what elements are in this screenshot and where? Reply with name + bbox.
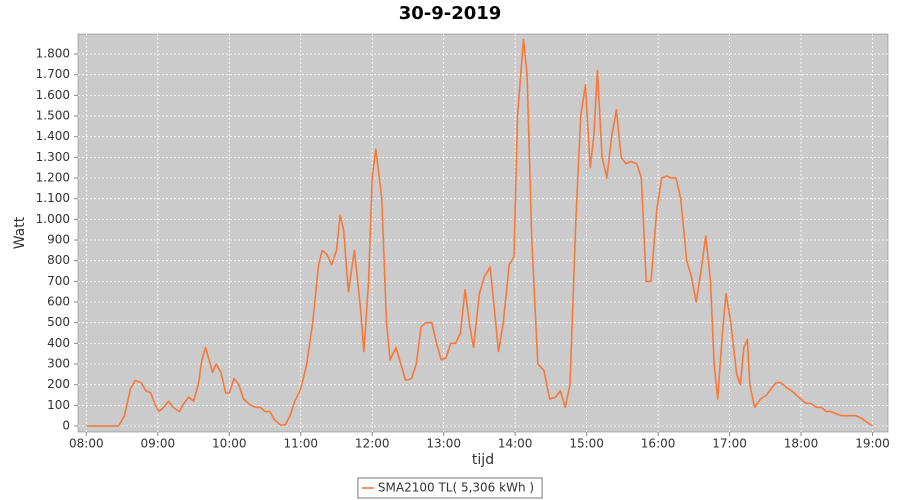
chart-title: 30-9-2019	[399, 3, 502, 24]
y-tick-label: 500	[47, 315, 70, 329]
x-tick-label: 12:00	[355, 437, 390, 451]
y-tick-label: 1.500	[36, 109, 70, 123]
x-tick-label: 16:00	[641, 437, 676, 451]
legend-label: SMA2100 TL( 5,306 kWh )	[378, 481, 534, 495]
x-tick-label: 18:00	[784, 437, 819, 451]
y-tick-label: 1.800	[36, 47, 70, 61]
x-tick-label: 11:00	[283, 437, 318, 451]
y-tick-label: 600	[47, 295, 70, 309]
x-tick-label: 17:00	[712, 437, 747, 451]
y-tick-label: 900	[47, 233, 70, 247]
x-tick-label: 09:00	[141, 437, 176, 451]
grid-layer	[78, 34, 888, 432]
y-tick-label: 1.200	[36, 171, 70, 185]
legend-box	[357, 477, 543, 499]
x-tick-label: 14:00	[498, 437, 533, 451]
y-tick-label: 1.400	[36, 129, 70, 143]
y-axis-label: Watt	[12, 216, 28, 249]
plot-area	[77, 33, 889, 433]
y-tick-label: 800	[47, 253, 70, 267]
data-line	[86, 38, 873, 427]
y-tick-label: 300	[47, 357, 70, 371]
y-tick-label: 100	[47, 398, 70, 412]
y-tick-label: 400	[47, 336, 70, 350]
x-tick-label: 15:00	[569, 437, 604, 451]
x-tick-label: 13:00	[426, 437, 461, 451]
y-tick-label: 1.100	[36, 191, 70, 205]
y-tick-label: 0	[62, 419, 70, 433]
x-tick-label: 10:00	[212, 437, 247, 451]
y-tick-label: 1.000	[36, 212, 70, 226]
y-tick-label: 200	[47, 377, 70, 391]
x-tick-label: 08:00	[69, 437, 104, 451]
y-tick-label: 1.300	[36, 150, 70, 164]
y-tick-label: 1.600	[36, 88, 70, 102]
y-tick-label: 700	[47, 274, 70, 288]
x-axis-label: tijd	[472, 452, 494, 468]
x-tick-label: 19:00	[855, 437, 890, 451]
y-tick-label: 1.700	[36, 67, 70, 81]
legend: SMA2100 TL( 5,306 kWh )	[357, 477, 543, 499]
